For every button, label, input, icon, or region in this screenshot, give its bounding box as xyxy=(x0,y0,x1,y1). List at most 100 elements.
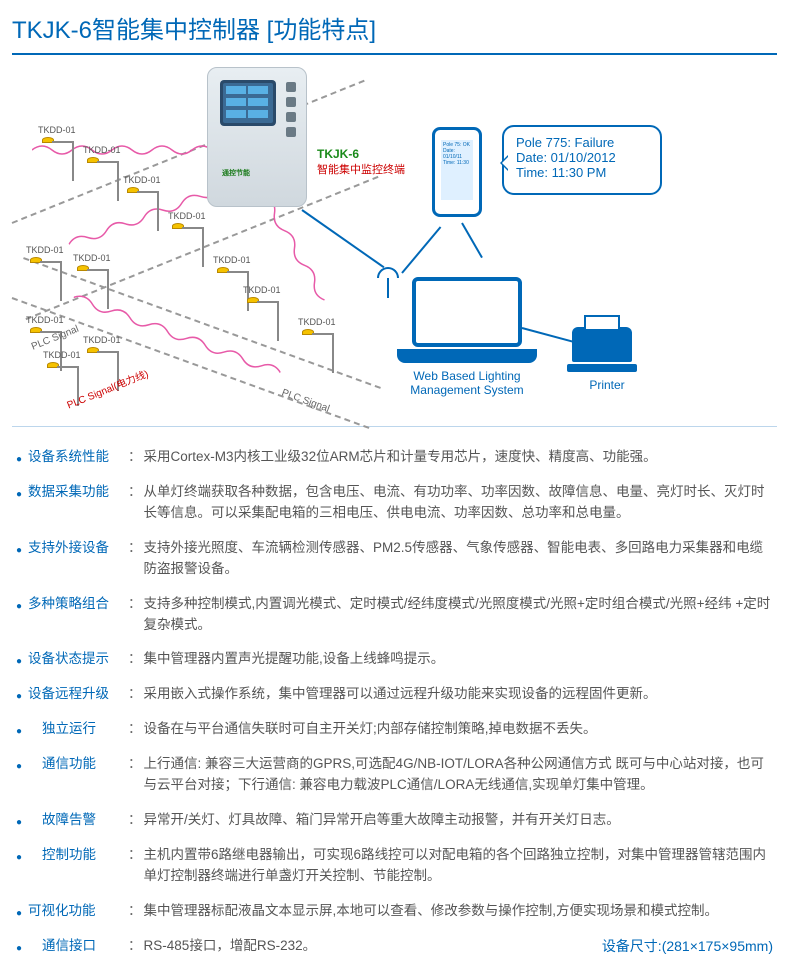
feature-text: 采用Cortex-M3内核工业级32位ARM芯片和计量专用芯片，速度快、精度高、… xyxy=(144,447,773,468)
feature-text: 异常开/关灯、灯具故障、箱门异常开启等重大故障主动报警，并有开关灯日志。 xyxy=(144,810,773,831)
bullet-icon: ● xyxy=(16,906,22,922)
feature-text: 支持外接光照度、车流辆检测传感器、PM2.5传感器、气象传感器、智能电表、多回路… xyxy=(144,538,773,580)
colon: ： xyxy=(128,594,142,615)
street-pole: TKDD-01 xyxy=(87,347,99,353)
street-pole: TKDD-01 xyxy=(217,267,229,273)
laptop-label: Web Based Lighting Management System xyxy=(397,369,537,397)
feature-row: ● 数据采集功能：从单灯终端获取各种数据，包含电压、电流、有功功率、功率因数、故障… xyxy=(16,482,773,524)
feature-row: ● 控制功能：主机内置带6路继电器输出，可实现6路线控可以对配电箱的各个回路独立控… xyxy=(16,845,773,887)
feature-label: 设备系统性能 xyxy=(28,447,126,468)
pole-label: TKDD-01 xyxy=(168,211,206,221)
colon: ： xyxy=(128,936,142,957)
feature-text: 主机内置带6路继电器输出，可实现6路线控可以对配电箱的各个回路独立控制，对集中管… xyxy=(144,845,773,887)
pole-label: TKDD-01 xyxy=(43,350,81,360)
colon: ： xyxy=(128,684,142,705)
bubble-line: Time: 11:30 PM xyxy=(516,165,648,180)
feature-row: ● 独立运行：设备在与平台通信失联时可自主开关灯;内部存储控制策略,掉电数据不丢失… xyxy=(16,719,773,740)
bullet-icon: ● xyxy=(16,724,22,740)
colon: ： xyxy=(128,719,142,740)
pole-label: TKDD-01 xyxy=(243,285,281,295)
laptop-base xyxy=(397,349,537,363)
feature-text: 集中管理器内置声光提醒功能,设备上线蜂鸣提示。 xyxy=(144,649,773,670)
colon: ： xyxy=(128,482,142,503)
colon: ： xyxy=(128,845,142,866)
feature-row: ● 支持外接设备：支持外接光照度、车流辆检测传感器、PM2.5传感器、气象传感器、… xyxy=(16,538,773,580)
feature-label: 支持外接设备 xyxy=(28,538,126,559)
feature-row: ● 故障告警：异常开/关灯、灯具故障、箱门异常开启等重大故障主动报警，并有开关灯日… xyxy=(16,810,773,831)
bullet-icon: ● xyxy=(16,543,22,559)
dimensions: 设备尺寸:(281×175×95mm) xyxy=(602,936,773,957)
colon: ： xyxy=(128,447,142,468)
street-pole: TKDD-01 xyxy=(127,187,139,193)
street-pole: TKDD-01 xyxy=(87,157,99,163)
feature-label: 故障告警 xyxy=(28,810,126,831)
feature-text: 从单灯终端获取各种数据，包含电压、电流、有功功率、功率因数、故障信息、电量、亮灯… xyxy=(144,482,773,524)
printer-label: Printer xyxy=(572,378,642,392)
colon: ： xyxy=(128,754,142,775)
bullet-icon: ● xyxy=(16,599,22,615)
features-list: ●设备系统性能：采用Cortex-M3内核工业级32位ARM芯片和计量专用芯片，… xyxy=(12,447,777,957)
feature-label: 数据采集功能 xyxy=(28,482,126,503)
bullet-icon: ● xyxy=(16,452,22,468)
feature-row: ● 设备状态提示：集中管理器内置声光提醒功能,设备上线蜂鸣提示。 xyxy=(16,649,773,670)
feature-text: 集中管理器标配液晶文本显示屏,本地可以查看、修改参数与操作控制,方便实现场景和模… xyxy=(144,901,773,922)
alert-bubble: Pole 775: Failure Date: 01/10/2012 Time:… xyxy=(502,125,662,195)
feature-label: 可视化功能 xyxy=(28,901,126,922)
feature-text: 采用嵌入式操作系统，集中管理器可以通过远程升级功能来实现设备的远程固件更新。 xyxy=(144,684,773,705)
bullet-icon: ● xyxy=(16,850,22,866)
wifi-icon xyxy=(377,267,399,298)
bullet-icon: ● xyxy=(16,487,22,503)
connection-line xyxy=(401,226,441,273)
colon: ： xyxy=(128,649,142,670)
poles-area: TKDD-01 TKDD-01 TKDD-01 TKDD-01 TKDD-01 … xyxy=(22,117,362,417)
feature-label: 设备远程升级 xyxy=(28,684,126,705)
pole-label: TKDD-01 xyxy=(26,315,64,325)
pole-label: TKDD-01 xyxy=(83,145,121,155)
feature-label: 通信接口 xyxy=(28,936,126,957)
pole-label: TKDD-01 xyxy=(73,253,111,263)
bullet-icon: ● xyxy=(16,654,22,670)
system-diagram: 通控节能 TKJK-6 智能集中监控终端 TKDD-01 TKDD-01 TKD… xyxy=(12,67,777,427)
phone-icon: Pole 75: OKDate: 01/10/11Time: 11:30 xyxy=(432,127,482,217)
colon: ： xyxy=(128,810,142,831)
feature-row: ● 设备系统性能：采用Cortex-M3内核工业级32位ARM芯片和计量专用芯片，… xyxy=(16,447,773,468)
laptop-screen xyxy=(412,277,522,347)
feature-row: ● 通信功能：上行通信: 兼容三大运营商的GPRS,可选配4G/NB-IOT/LO… xyxy=(16,754,773,796)
bubble-line: Pole 775: Failure xyxy=(516,135,648,150)
feature-text: 上行通信: 兼容三大运营商的GPRS,可选配4G/NB-IOT/LORA各种公网… xyxy=(144,754,773,796)
printer-icon: Printer xyxy=(572,327,642,392)
bubble-line: Date: 01/10/2012 xyxy=(516,150,648,165)
printer-body xyxy=(572,327,632,362)
street-pole: TKDD-01 xyxy=(30,327,42,333)
street-pole: TKDD-01 xyxy=(42,137,54,143)
feature-label: 通信功能 xyxy=(28,754,126,775)
street-pole: TKDD-01 xyxy=(30,257,42,263)
connection-line xyxy=(461,223,483,259)
pole-label: TKDD-01 xyxy=(298,317,336,327)
colon: ： xyxy=(128,538,142,559)
feature-label: 设备状态提示 xyxy=(28,649,126,670)
phone-screen: Pole 75: OKDate: 01/10/11Time: 11:30 xyxy=(441,140,473,200)
street-pole: TKDD-01 xyxy=(172,223,184,229)
colon: ： xyxy=(128,901,142,922)
bullet-icon: ● xyxy=(16,759,22,775)
feature-text: RS-485接口，增配RS-232。 xyxy=(144,936,482,957)
pole-label: TKDD-01 xyxy=(83,335,121,345)
bullet-icon: ● xyxy=(16,815,22,831)
feature-text: 设备在与平台通信失联时可自主开关灯;内部存储控制策略,掉电数据不丢失。 xyxy=(144,719,773,740)
feature-row: ● 可视化功能：集中管理器标配液晶文本显示屏,本地可以查看、修改参数与操作控制,方… xyxy=(16,901,773,922)
pole-label: TKDD-01 xyxy=(26,245,64,255)
feature-label: 多种策略组合 xyxy=(28,594,126,615)
street-pole: TKDD-01 xyxy=(47,362,59,368)
feature-text: 支持多种控制模式,内置调光模式、定时模式/经纬度模式/光照度模式/光照+定时组合… xyxy=(144,594,773,636)
feature-label: 独立运行 xyxy=(28,719,126,740)
page-title: TKJK-6智能集中控制器 [功能特点] xyxy=(12,10,777,55)
pole-label: TKDD-01 xyxy=(123,175,161,185)
street-pole: TKDD-01 xyxy=(247,297,259,303)
feature-row: ● 多种策略组合：支持多种控制模式,内置调光模式、定时模式/经纬度模式/光照度模式… xyxy=(16,594,773,636)
pole-label: TKDD-01 xyxy=(213,255,251,265)
bullet-icon: ● xyxy=(16,689,22,705)
feature-row: ●通信接口：RS-485接口，增配RS-232。设备尺寸:(281×175×95… xyxy=(16,936,773,957)
street-pole: TKDD-01 xyxy=(77,265,89,271)
feature-label: 控制功能 xyxy=(28,845,126,866)
